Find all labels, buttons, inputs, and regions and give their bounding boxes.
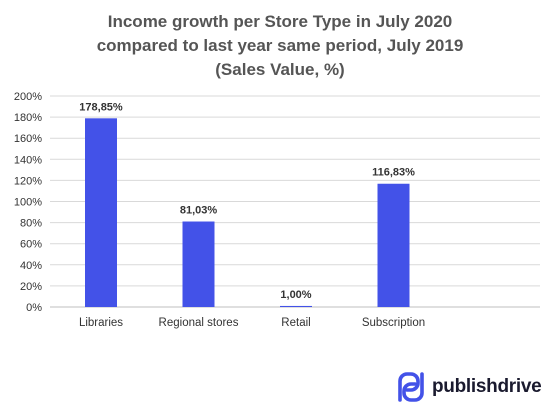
bars — [85, 118, 410, 307]
x-category-label: Regional stores — [159, 317, 239, 329]
data-label: 1,00% — [280, 289, 311, 301]
y-tick-label: 20% — [20, 281, 42, 293]
y-tick-label: 160% — [14, 133, 42, 145]
brand-name: publishdrive — [432, 376, 542, 397]
bar — [85, 118, 117, 307]
x-category-label: Retail — [281, 317, 310, 329]
bar — [182, 221, 215, 307]
bar — [377, 183, 410, 307]
y-tick-label: 60% — [20, 239, 42, 251]
y-tick-label: 0% — [26, 302, 42, 314]
chart-title-line: (Sales Value, %) — [215, 60, 345, 79]
y-axis-ticks: 0% 20% 40% 60% 80% 100% 120% 140% 160% 180% 200% — [14, 91, 42, 314]
y-tick-label: 80% — [20, 218, 42, 230]
data-label: 116,83% — [372, 167, 415, 179]
x-axis-categories: Libraries Regional stores Retail Subscripti… — [79, 317, 425, 329]
x-category-label: Libraries — [79, 317, 123, 329]
bar-chart: 0% 20% 40% 60% 80% 100% 120% 140% 160% 180% 200% 1… — [14, 91, 540, 329]
y-tick-label: 180% — [14, 112, 42, 124]
chart-title-line: Income growth per Store Type in July 202… — [107, 12, 453, 31]
bar — [280, 305, 312, 307]
chart-title: Income growth per Store Type in July 202… — [20, 10, 540, 82]
y-tick-label: 100% — [14, 197, 42, 209]
x-category-label: Subscription — [362, 317, 425, 329]
y-tick-label: 40% — [20, 260, 42, 272]
data-labels: 178,85% 81,03% 1,00% 116,83% — [79, 101, 415, 301]
data-label: 178,85% — [79, 101, 123, 113]
publishdrive-logo: publishdrive — [396, 372, 542, 402]
publishdrive-logo-icon — [398, 372, 424, 402]
data-label: 81,03% — [180, 205, 218, 217]
y-tick-label: 200% — [14, 91, 42, 103]
y-tick-label: 120% — [14, 175, 42, 187]
chart-title-line: compared to last year same period, July … — [96, 36, 464, 55]
gridlines — [50, 95, 540, 308]
y-tick-label: 140% — [14, 154, 42, 166]
